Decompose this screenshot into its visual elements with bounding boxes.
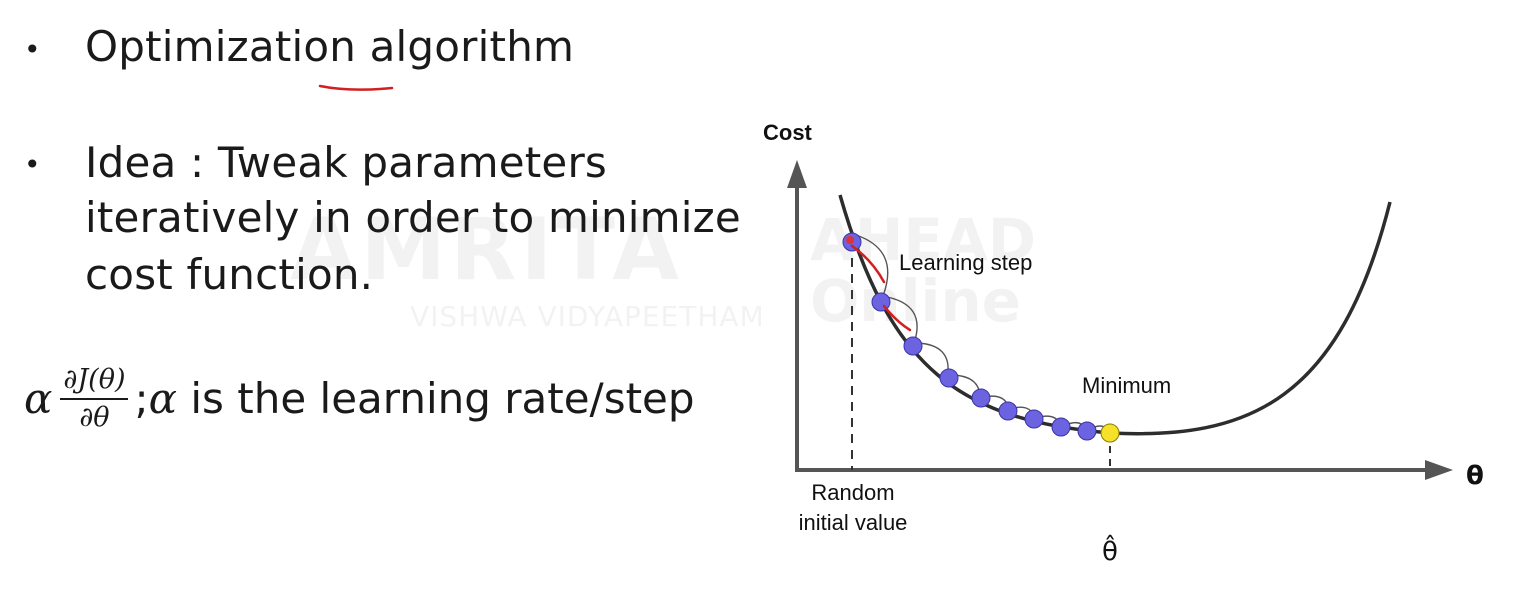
learning-step-label: Learning step <box>899 250 1032 275</box>
step-point <box>971 388 991 408</box>
y-axis-arrowhead <box>787 160 807 188</box>
bullet-text-2-line-2: iteratively in order to minimize <box>85 193 741 242</box>
formula-denominator: ∂θ <box>79 401 110 433</box>
formula-fraction: ∂J(θ) ∂θ <box>60 365 129 433</box>
bullet-text-2-line-3: cost function. <box>85 250 374 299</box>
bullet-dot-2: • <box>24 148 41 181</box>
x-axis-arrowhead <box>1425 460 1453 480</box>
bullet-dot-1: • <box>24 33 41 66</box>
y-axis-label: Cost <box>763 120 813 145</box>
learning-rate-formula: α ∂J(θ) ∂θ ; α is the learning rate/step <box>24 365 695 432</box>
bullet-text-1: Optimization algorithm <box>85 22 575 71</box>
formula-alpha: α <box>24 374 53 424</box>
theta-hat-label: θ̂ <box>1102 533 1118 567</box>
step-point <box>1077 421 1097 441</box>
underline-annotation <box>318 84 394 91</box>
formula-numerator: ∂J(θ) <box>60 365 129 400</box>
handwritten-arrow <box>882 304 912 332</box>
random-label-line-2: initial value <box>799 510 908 535</box>
handwritten-arrow <box>850 244 886 284</box>
formula-separator: ; <box>134 374 149 424</box>
step-point <box>903 336 923 356</box>
random-label-line-1: Random <box>811 480 894 505</box>
bullet-text-2-line-1: Idea : Tweak parameters <box>85 138 607 187</box>
step-arc <box>917 342 949 373</box>
step-point <box>939 368 959 388</box>
step-point <box>1024 409 1044 429</box>
formula-description: is the learning rate/step <box>177 374 695 424</box>
start-marker <box>846 236 854 244</box>
step-arc <box>855 234 889 297</box>
minimum-point <box>1100 423 1120 443</box>
step-point <box>998 401 1018 421</box>
formula-alpha-2: α <box>148 374 178 424</box>
step-point <box>1051 417 1071 437</box>
minimum-label: Minimum <box>1082 373 1171 398</box>
step-arc <box>886 296 918 341</box>
x-axis-label: θ <box>1466 461 1484 491</box>
